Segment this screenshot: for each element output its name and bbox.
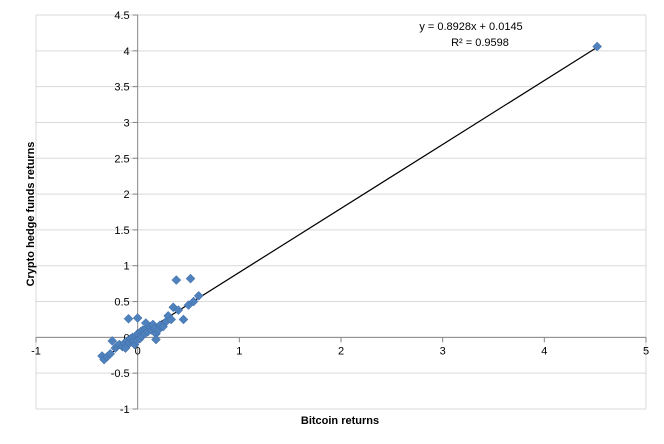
- y-tick-label: 1: [124, 261, 130, 273]
- x-tick-label: 0: [135, 345, 141, 357]
- x-tick-label: 1: [236, 345, 242, 357]
- trendline-group: [101, 46, 598, 360]
- y-tick-label: 2.5: [114, 153, 129, 165]
- y-tick-label: 3: [124, 117, 130, 129]
- data-point: [166, 314, 177, 325]
- data-point: [188, 296, 199, 307]
- y-tick-label: 2: [124, 189, 130, 201]
- data-point: [132, 313, 143, 323]
- x-tick-label: 2: [338, 345, 344, 357]
- trendline-equation: y = 0.8928x + 0.0145: [419, 21, 522, 33]
- y-tick-label: 3.5: [114, 82, 129, 94]
- trendline: [101, 46, 598, 360]
- y-tick-label: 4: [124, 46, 130, 58]
- y-tick-label: -1: [120, 404, 130, 416]
- data-point: [171, 275, 182, 285]
- x-tick-label: 4: [541, 345, 547, 357]
- y-tick-label: 0.5: [114, 297, 129, 309]
- y-tick-label: -0.5: [111, 368, 130, 380]
- data-point: [123, 313, 134, 324]
- x-axis-title: Bitcoin returns: [301, 415, 379, 427]
- data-point: [173, 305, 184, 315]
- y-tick-label: 1.5: [114, 225, 129, 237]
- data-point: [151, 334, 161, 345]
- x-tick-label: 3: [440, 345, 446, 357]
- data-point: [178, 314, 189, 325]
- data-point: [140, 318, 151, 328]
- data-point: [185, 273, 196, 284]
- y-tick-label: 4.5: [114, 10, 129, 22]
- data-point: [193, 290, 204, 301]
- y-axis-title: Crypto hedge funds returns: [25, 142, 37, 287]
- data-point: [107, 336, 118, 346]
- x-tick-label: 5: [643, 345, 649, 357]
- x-tick-label: -1: [31, 345, 41, 357]
- data-point: [592, 41, 603, 52]
- data-point: [105, 348, 116, 359]
- trendline-r-squared: R² = 0.9598: [451, 37, 509, 49]
- data-points: [97, 41, 603, 365]
